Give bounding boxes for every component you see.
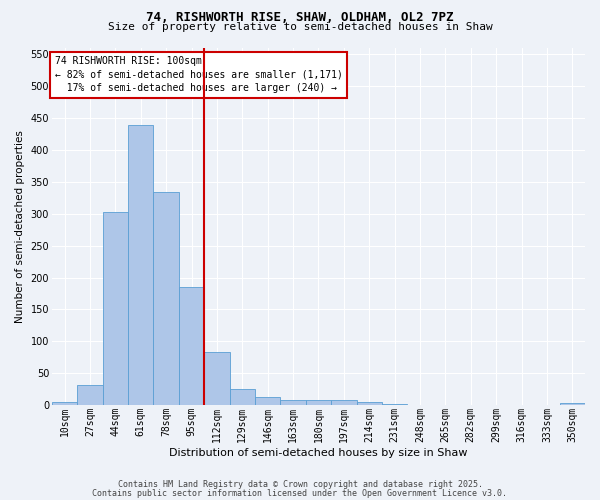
Y-axis label: Number of semi-detached properties: Number of semi-detached properties xyxy=(15,130,25,323)
Text: 74, RISHWORTH RISE, SHAW, OLDHAM, OL2 7PZ: 74, RISHWORTH RISE, SHAW, OLDHAM, OL2 7P… xyxy=(146,11,454,24)
Bar xyxy=(382,404,407,406)
Bar xyxy=(560,404,585,406)
Bar xyxy=(128,126,154,406)
Bar xyxy=(77,386,103,406)
X-axis label: Distribution of semi-detached houses by size in Shaw: Distribution of semi-detached houses by … xyxy=(169,448,468,458)
Text: Size of property relative to semi-detached houses in Shaw: Size of property relative to semi-detach… xyxy=(107,22,493,32)
Bar xyxy=(52,402,77,406)
Bar xyxy=(356,402,382,406)
Bar xyxy=(331,400,356,406)
Text: Contains HM Land Registry data © Crown copyright and database right 2025.: Contains HM Land Registry data © Crown c… xyxy=(118,480,482,489)
Bar xyxy=(255,397,280,406)
Text: 74 RISHWORTH RISE: 100sqm
← 82% of semi-detached houses are smaller (1,171)
  17: 74 RISHWORTH RISE: 100sqm ← 82% of semi-… xyxy=(55,56,343,93)
Bar xyxy=(103,212,128,406)
Bar xyxy=(280,400,306,406)
Bar xyxy=(179,287,204,406)
Bar xyxy=(204,352,230,406)
Text: Contains public sector information licensed under the Open Government Licence v3: Contains public sector information licen… xyxy=(92,488,508,498)
Bar xyxy=(306,400,331,406)
Bar xyxy=(154,192,179,406)
Bar xyxy=(230,390,255,406)
